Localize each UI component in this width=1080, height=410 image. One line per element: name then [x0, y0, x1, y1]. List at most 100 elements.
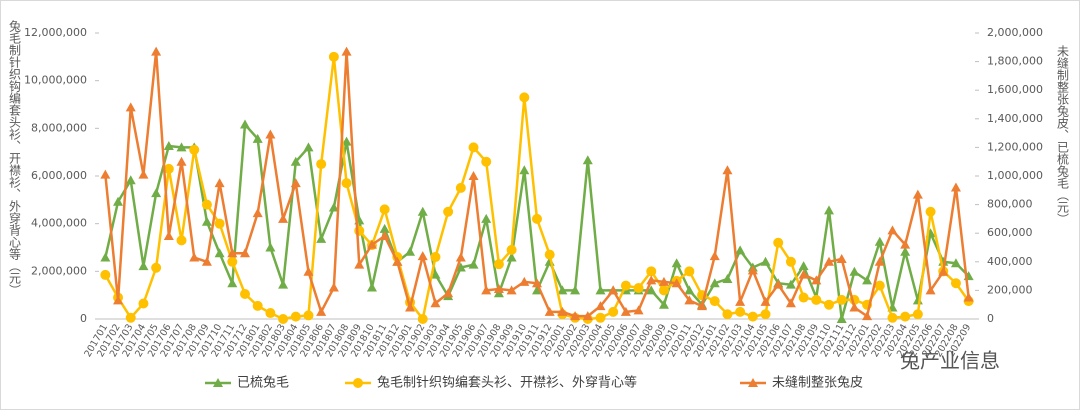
data-point	[252, 133, 263, 143]
data-point	[938, 266, 949, 276]
data-point	[265, 242, 276, 252]
data-point	[824, 299, 834, 310]
data-point	[278, 279, 289, 289]
data-point	[316, 306, 327, 316]
data-point	[785, 279, 796, 289]
data-point	[570, 285, 581, 295]
data-point	[950, 182, 961, 192]
data-point	[430, 298, 441, 308]
data-point	[227, 248, 238, 258]
data-point	[925, 285, 936, 295]
data-point	[151, 262, 162, 273]
data-point	[138, 169, 149, 179]
y2-tick-label: 1,800,000	[987, 55, 1043, 68]
y-tick-label: 10,000,000	[24, 74, 87, 87]
legend-label: 未缝制整张兔皮	[772, 376, 863, 391]
data-point	[189, 252, 200, 262]
data-point	[709, 251, 720, 261]
data-point	[481, 156, 492, 167]
y-tick-label: 12,000,000	[24, 26, 87, 39]
data-point	[113, 196, 124, 206]
data-point	[290, 178, 301, 188]
data-point	[697, 301, 708, 311]
data-point	[278, 213, 289, 223]
data-point	[963, 292, 974, 302]
data-point	[912, 189, 923, 199]
data-point	[113, 295, 124, 305]
data-point	[722, 273, 733, 283]
data-point	[570, 311, 581, 321]
data-point	[595, 301, 606, 311]
data-point	[684, 295, 695, 305]
data-point	[798, 261, 809, 271]
data-point	[455, 262, 466, 272]
data-point	[290, 311, 301, 322]
data-point	[773, 279, 784, 289]
y2-tick-label: 400,000	[987, 255, 1033, 268]
data-point	[874, 256, 885, 266]
data-point	[303, 310, 314, 321]
data-point	[417, 314, 428, 324]
data-point	[493, 283, 504, 293]
data-point	[671, 278, 682, 288]
data-point	[151, 46, 162, 56]
data-point	[620, 280, 631, 291]
data-point	[532, 213, 542, 224]
data-point	[836, 253, 847, 263]
data-point	[874, 280, 885, 291]
data-point	[849, 266, 860, 276]
data-point	[481, 285, 492, 295]
data-point	[595, 312, 606, 323]
data-point	[811, 275, 822, 285]
data-point	[684, 285, 695, 295]
data-point	[163, 140, 174, 150]
data-point	[354, 259, 365, 269]
data-point	[633, 305, 644, 315]
y-tick-label: 8,000,000	[31, 121, 87, 134]
y-tick-label: 4,000,000	[31, 217, 87, 230]
data-point	[900, 246, 911, 256]
data-point	[671, 258, 682, 268]
data-point	[366, 239, 377, 249]
data-point	[506, 285, 517, 295]
data-point	[950, 278, 961, 289]
data-point	[100, 269, 111, 280]
data-point	[468, 142, 479, 153]
data-point	[874, 236, 885, 246]
data-point	[290, 156, 301, 166]
data-point	[862, 311, 873, 321]
data-point	[303, 142, 314, 152]
data-point	[227, 256, 238, 267]
legend-marker	[748, 378, 758, 387]
data-point	[747, 265, 758, 275]
data-point	[785, 256, 796, 267]
data-point	[646, 275, 657, 285]
data-point	[595, 285, 606, 295]
data-point	[176, 235, 187, 246]
data-point	[252, 300, 263, 311]
data-point	[328, 202, 339, 212]
data-point	[430, 269, 441, 279]
data-point	[544, 306, 555, 316]
y2-tick-label: 1,200,000	[987, 140, 1043, 153]
data-point	[620, 306, 631, 316]
data-point	[658, 299, 669, 309]
data-point	[557, 306, 568, 316]
y2-tick-label: 600,000	[987, 226, 1033, 239]
legend-label: 已梳兔毛	[237, 376, 289, 391]
data-point	[785, 298, 796, 308]
data-point	[125, 175, 136, 185]
legend-label: 兔毛制针织钩编套头衫、开襟衫、外穿背心等	[377, 375, 637, 391]
data-point	[481, 213, 492, 223]
data-point	[887, 225, 898, 235]
data-point	[824, 205, 834, 215]
data-point	[658, 276, 669, 286]
data-point	[862, 275, 873, 285]
data-point	[519, 165, 530, 175]
data-point	[316, 233, 327, 243]
data-point	[684, 266, 695, 277]
data-point	[138, 298, 149, 309]
data-point	[189, 144, 200, 155]
data-point	[151, 188, 162, 198]
